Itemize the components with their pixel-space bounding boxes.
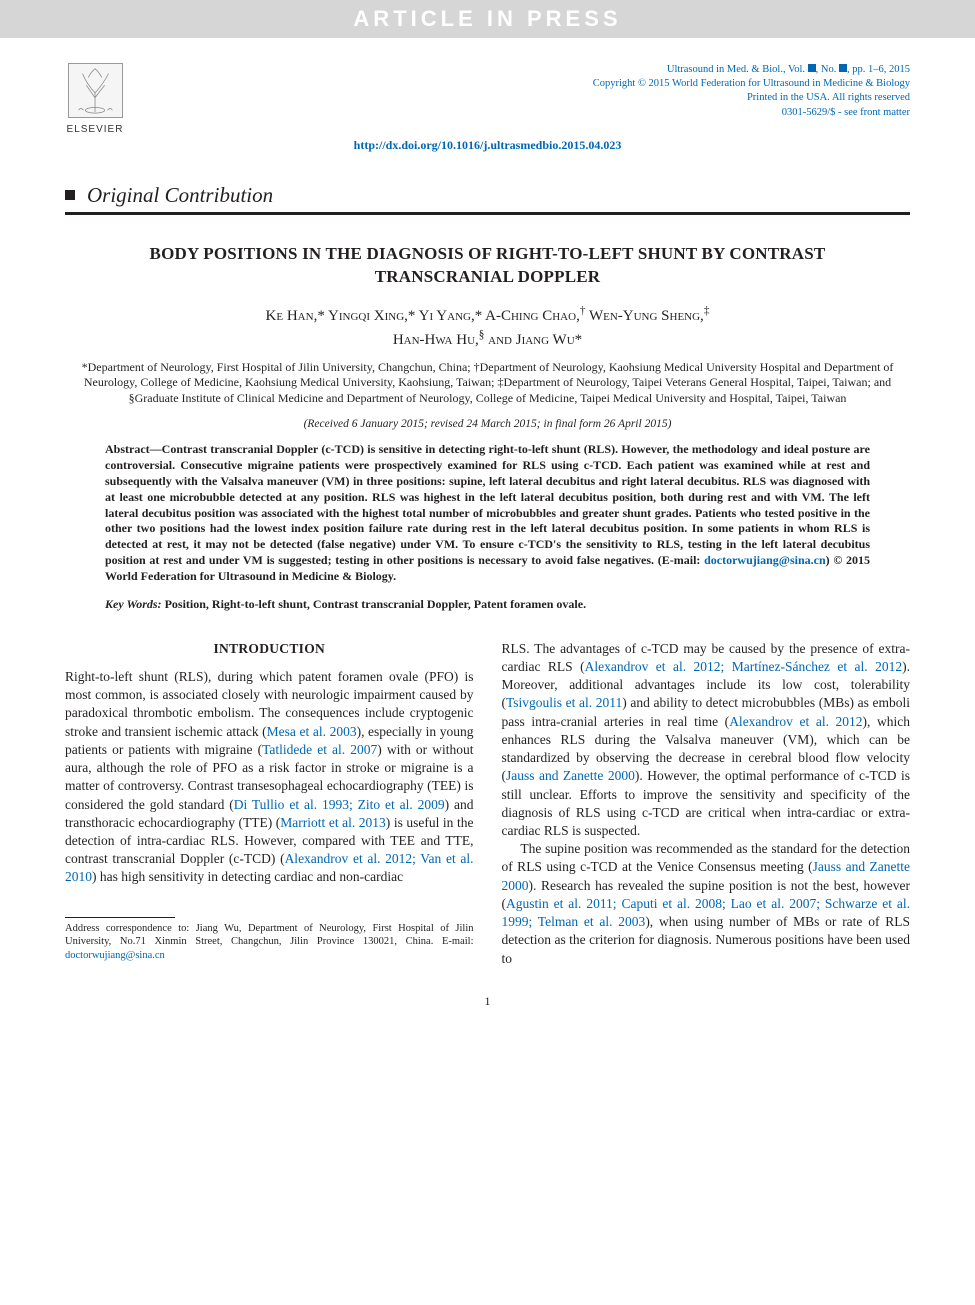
author: A-Ching Chao,: [485, 308, 580, 324]
article-in-press-banner: ARTICLE IN PRESS: [0, 0, 975, 38]
page-number: 1: [0, 994, 975, 1039]
bullet-icon: [65, 190, 75, 200]
article-dates: (Received 6 January 2015; revised 24 Mar…: [0, 418, 975, 430]
author-and: and: [488, 332, 512, 348]
author: Yi Yang,*: [419, 308, 483, 324]
body-paragraph: The supine position was recommended as t…: [502, 840, 911, 968]
section-type: Original Contribution: [87, 183, 273, 207]
abstract: Abstract—Contrast transcranial Doppler (…: [0, 442, 975, 584]
journal-meta-line3: Printed in the USA. All rights reserved: [65, 91, 910, 105]
citation[interactable]: Di Tullio et al. 1993; Zito et al. 2009: [234, 797, 445, 812]
affiliations: *Department of Neurology, First Hospital…: [0, 360, 975, 407]
abstract-text: Contrast transcranial Doppler (c-TCD) is…: [105, 442, 870, 567]
abstract-label: Abstract—: [105, 442, 162, 456]
journal-meta-line2: Copyright © 2015 World Federation for Ul…: [65, 77, 910, 91]
publisher-logo: ELSEVIER: [65, 63, 125, 135]
placeholder-block-icon: [808, 64, 816, 72]
body-paragraph: RLS. The advantages of c-TCD may be caus…: [502, 640, 911, 840]
publisher-name: ELSEVIER: [65, 124, 125, 135]
affil-mark: §: [479, 329, 485, 341]
citation[interactable]: Tatlidede et al. 2007: [262, 742, 377, 757]
author: Yingqi Xing,*: [328, 308, 415, 324]
journal-meta-line1: Ultrasound in Med. & Biol., Vol. , No. ,…: [65, 63, 910, 77]
affil-mark: †: [580, 305, 586, 317]
correspondence-footnote: Address correspondence to: Jiang Wu, Dep…: [65, 922, 474, 963]
section-type-row: Original Contribution: [0, 183, 975, 208]
footnote-text: Address correspondence to: Jiang Wu, Dep…: [65, 923, 474, 948]
author: Ke Han,*: [266, 308, 325, 324]
footnote-email[interactable]: doctorwujiang@sina.cn: [65, 950, 165, 961]
keywords: Key Words: Position, Right-to-left shunt…: [0, 597, 975, 612]
abstract-email[interactable]: doctorwujiang@sina.cn: [704, 553, 826, 567]
left-column: INTRODUCTION Right-to-left shunt (RLS), …: [65, 640, 474, 968]
body-columns: INTRODUCTION Right-to-left shunt (RLS), …: [0, 640, 975, 968]
author: Wen-Yung Sheng,: [589, 308, 704, 324]
right-column: RLS. The advantages of c-TCD may be caus…: [502, 640, 911, 968]
citation[interactable]: Mesa et al. 2003: [267, 724, 357, 739]
footnote-rule: [65, 917, 175, 918]
introduction-heading: INTRODUCTION: [65, 640, 474, 658]
author: Jiang Wu*: [516, 332, 582, 348]
article-title: BODY POSITIONS IN THE DIAGNOSIS OF RIGHT…: [0, 243, 975, 289]
journal-meta: Ultrasound in Med. & Biol., Vol. , No. ,…: [65, 63, 910, 120]
journal-meta-line4: 0301-5629/$ - see front matter: [65, 106, 910, 120]
title-rule: [65, 212, 910, 215]
citation[interactable]: Tsivgoulis et al. 2011: [506, 695, 622, 710]
author: Han-Hwa Hu,: [393, 332, 479, 348]
intro-paragraph: Right-to-left shunt (RLS), during which …: [65, 668, 474, 887]
doi-link[interactable]: http://dx.doi.org/10.1016/j.ultrasmedbio…: [354, 138, 622, 152]
elsevier-tree-icon: [68, 63, 123, 118]
keywords-label: Key Words:: [105, 597, 162, 611]
doi-line: http://dx.doi.org/10.1016/j.ultrasmedbio…: [65, 138, 910, 153]
keywords-values: Position, Right-to-left shunt, Contrast …: [162, 597, 587, 611]
citation[interactable]: Jauss and Zanette 2000: [506, 768, 635, 783]
affil-mark: ‡: [704, 305, 710, 317]
citation[interactable]: Marriott et al. 2013: [280, 815, 386, 830]
header-area: ELSEVIER Ultrasound in Med. & Biol., Vol…: [0, 63, 975, 153]
placeholder-block-icon: [839, 64, 847, 72]
authors: Ke Han,* Yingqi Xing,* Yi Yang,* A-Ching…: [0, 303, 975, 352]
citation[interactable]: Alexandrov et al. 2012; Martínez-Sánchez…: [585, 659, 903, 674]
citation[interactable]: Alexandrov et al. 2012: [729, 714, 862, 729]
